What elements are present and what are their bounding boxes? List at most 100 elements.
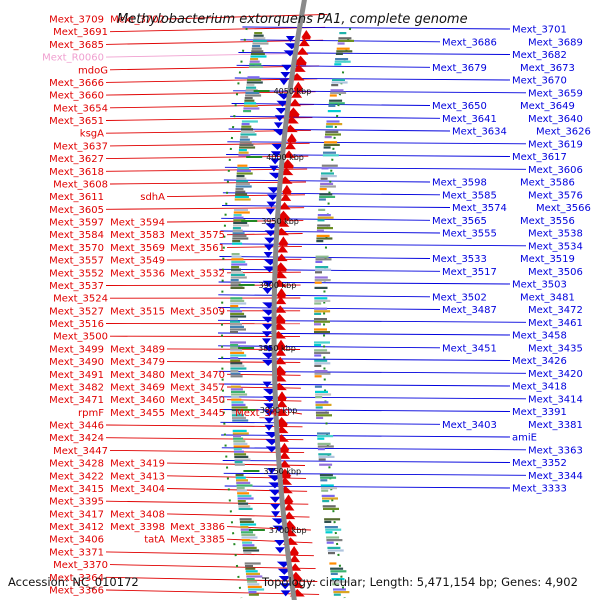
- gene-label[interactable]: Mext_3605: [49, 205, 104, 216]
- gene-label[interactable]: Mext_3445: [170, 408, 225, 419]
- gene-label[interactable]: Mext_3569: [110, 243, 165, 254]
- gene-label[interactable]: Mext_3506: [528, 267, 583, 278]
- gene-label[interactable]: Mext_3685: [49, 40, 104, 51]
- gene-label[interactable]: Mext_3451: [442, 343, 497, 354]
- gene-label[interactable]: Mext_3570: [49, 243, 104, 254]
- gene-label[interactable]: Mext_3516: [49, 319, 104, 330]
- gene-label[interactable]: Mext_3686: [442, 37, 497, 48]
- gene-label[interactable]: Mext_3611: [49, 192, 104, 203]
- gene-label[interactable]: Mext_3363: [528, 445, 583, 456]
- gene-label[interactable]: Mext_3660: [49, 91, 104, 102]
- gene-label[interactable]: Mext_3509: [170, 306, 225, 317]
- gene-label[interactable]: Mext_3532: [170, 268, 225, 279]
- gene-label[interactable]: Mext_3565: [432, 216, 487, 227]
- gene-label[interactable]: mdoG: [78, 65, 108, 76]
- gene-label[interactable]: tatA: [144, 535, 165, 546]
- gene-label[interactable]: Mext_3666: [49, 78, 104, 89]
- gene-label[interactable]: Mext_3414: [528, 394, 583, 405]
- gene-label[interactable]: Mext_3391: [512, 407, 567, 418]
- gene-label[interactable]: Mext_3481: [520, 292, 575, 303]
- gene-label[interactable]: Mext_3395: [49, 497, 104, 508]
- gene-label[interactable]: Mext_3585: [442, 190, 497, 201]
- gene-label[interactable]: Mext_3418: [512, 382, 567, 393]
- gene-label[interactable]: Mext_3415: [49, 484, 104, 495]
- gene-label[interactable]: Mext_3575: [170, 230, 225, 241]
- gene-label[interactable]: Mext_3702: [110, 15, 165, 26]
- gene-label[interactable]: Mext_3352: [512, 458, 567, 469]
- gene-label[interactable]: Mext_3536: [110, 268, 165, 279]
- gene-label[interactable]: Mext_3344: [528, 471, 583, 482]
- gene-label[interactable]: Mext_3333: [512, 484, 567, 495]
- gene-label[interactable]: Mext_3627: [49, 154, 104, 165]
- gene-label[interactable]: Mext_3435: [528, 343, 583, 354]
- gene-label[interactable]: Mext_3503: [512, 280, 567, 291]
- gene-label[interactable]: Mext_3490: [49, 357, 104, 368]
- gene-label[interactable]: Mext_3472: [528, 305, 583, 316]
- gene-label[interactable]: Mext_3650: [432, 101, 487, 112]
- gene-label[interactable]: Mext_3469: [110, 383, 165, 394]
- gene-label[interactable]: Mext_3689: [528, 37, 583, 48]
- gene-label[interactable]: Mext_3555: [442, 229, 497, 240]
- gene-label[interactable]: Mext_3673: [520, 63, 575, 74]
- gene-label[interactable]: Mext_R0060: [42, 53, 104, 64]
- gene-label[interactable]: Mext_3417: [49, 509, 104, 520]
- gene-label[interactable]: ksgA: [80, 129, 104, 140]
- gene-label[interactable]: Mext_3371: [49, 547, 104, 558]
- gene-label[interactable]: Mext_3691: [53, 27, 108, 38]
- gene-label[interactable]: Mext_3537: [49, 281, 104, 292]
- gene-label[interactable]: Mext_3709: [49, 15, 104, 26]
- gene-label[interactable]: Mext_3430: [235, 408, 290, 419]
- gene-label[interactable]: Mext_3670: [512, 76, 567, 87]
- gene-label[interactable]: Mext_3515: [110, 306, 165, 317]
- gene-label[interactable]: Mext_3651: [49, 116, 104, 127]
- gene-label[interactable]: Mext_3583: [110, 230, 165, 241]
- gene-label[interactable]: Mext_3428: [49, 459, 104, 470]
- gene-label[interactable]: Mext_3458: [512, 331, 567, 342]
- gene-label[interactable]: Mext_3618: [49, 167, 104, 178]
- gene-label[interactable]: Mext_3470: [170, 370, 225, 381]
- gene-label[interactable]: Mext_3403: [442, 420, 497, 431]
- gene-label[interactable]: Mext_3398: [110, 522, 165, 533]
- gene-label[interactable]: Mext_3446: [49, 421, 104, 432]
- gene-label[interactable]: Mext_3370: [53, 560, 108, 571]
- gene-label[interactable]: Mext_3634: [452, 127, 507, 138]
- gene-label[interactable]: Mext_3538: [528, 229, 583, 240]
- gene-label[interactable]: Mext_3557: [49, 256, 104, 267]
- gene-label[interactable]: Mext_3659: [528, 88, 583, 99]
- gene-label[interactable]: sdhA: [140, 192, 165, 203]
- gene-label[interactable]: Mext_3584: [49, 230, 104, 241]
- gene-label[interactable]: Mext_3701: [512, 25, 567, 36]
- gene-label[interactable]: Mext_3386: [170, 522, 225, 533]
- gene-label[interactable]: Mext_3419: [110, 459, 165, 470]
- gene-label[interactable]: Mext_3524: [53, 294, 108, 305]
- gene-label[interactable]: amiE: [512, 433, 537, 444]
- gene-label[interactable]: Mext_3517: [442, 267, 497, 278]
- gene-label[interactable]: Mext_3533: [432, 254, 487, 265]
- gene-label[interactable]: Mext_3637: [53, 141, 108, 152]
- gene-label[interactable]: Mext_3457: [170, 383, 225, 394]
- gene-label[interactable]: Mext_3366: [49, 586, 104, 597]
- gene-label[interactable]: Mext_3527: [49, 306, 104, 317]
- gene-label[interactable]: Mext_3626: [536, 127, 591, 138]
- gene-label[interactable]: Mext_3566: [536, 203, 591, 214]
- gene-label[interactable]: Mext_3549: [110, 256, 165, 267]
- gene-label[interactable]: Mext_3499: [49, 344, 104, 355]
- gene-label[interactable]: Mext_3640: [528, 114, 583, 125]
- gene-label[interactable]: Mext_3598: [432, 178, 487, 189]
- gene-label[interactable]: Mext_3679: [432, 63, 487, 74]
- gene-label[interactable]: Mext_3471: [49, 395, 104, 406]
- gene-label[interactable]: Mext_3682: [512, 50, 567, 61]
- gene-label[interactable]: Mext_3404: [110, 484, 165, 495]
- gene-label[interactable]: Mext_3385: [170, 535, 225, 546]
- gene-label[interactable]: Mext_3552: [49, 268, 104, 279]
- gene-label[interactable]: Mext_3487: [442, 305, 497, 316]
- gene-label[interactable]: Mext_3491: [49, 370, 104, 381]
- gene-label[interactable]: Mext_3489: [110, 344, 165, 355]
- gene-label[interactable]: Mext_3619: [528, 139, 583, 150]
- gene-label[interactable]: Mext_3556: [520, 216, 575, 227]
- gene-label[interactable]: Mext_3597: [49, 218, 104, 229]
- gene-label[interactable]: Mext_3480: [110, 370, 165, 381]
- gene-label[interactable]: Mext_3654: [53, 103, 108, 114]
- gene-label[interactable]: Mext_3424: [49, 433, 104, 444]
- gene-label[interactable]: Mext_3641: [442, 114, 497, 125]
